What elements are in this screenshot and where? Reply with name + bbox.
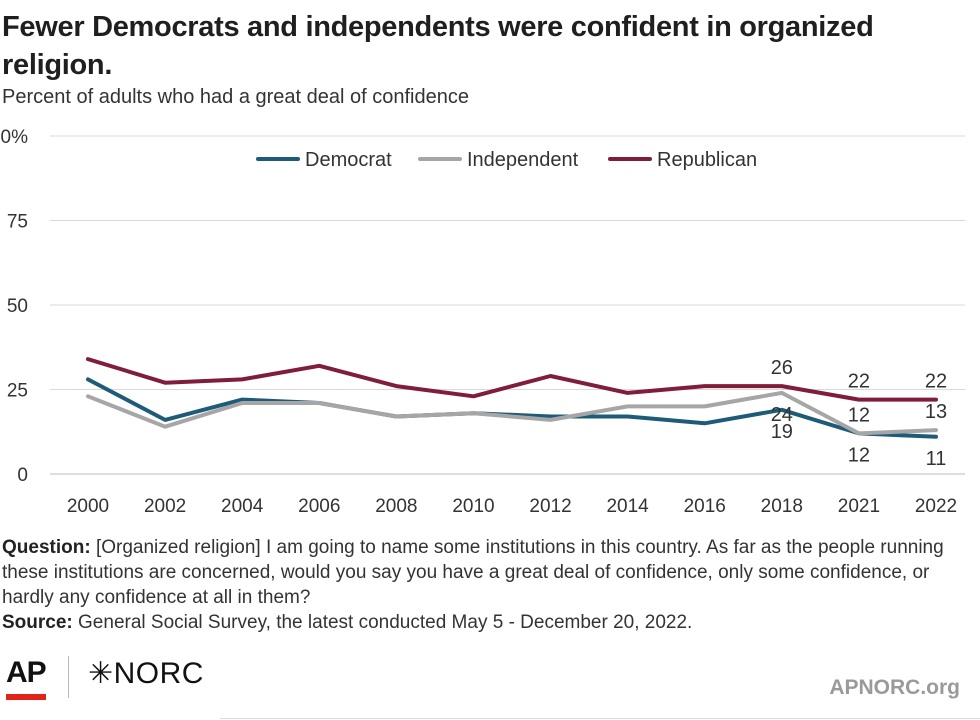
legend-label-democrat: Democrat <box>305 149 392 171</box>
chart-subtitle: Percent of adults who had a great deal o… <box>2 86 469 108</box>
data-label: 11 <box>926 448 947 470</box>
site-link[interactable]: APNORC.org <box>829 676 960 699</box>
series-line-independent <box>86 390 938 436</box>
series-line-republican <box>86 357 938 402</box>
norc-logo: ✳NORC <box>88 657 204 690</box>
question-label: Question: <box>2 537 91 558</box>
source-text: General Social Survey, the latest conduc… <box>78 612 693 633</box>
data-label: 24 <box>771 404 793 426</box>
data-label: 19 <box>771 421 793 443</box>
chart-title: Fewer Democrats and independents were co… <box>2 11 874 81</box>
footer-divider <box>220 718 980 719</box>
data-label: 13 <box>925 401 947 423</box>
question-text: [Organized religion] I am going to name … <box>2 537 944 608</box>
chart-notes: Question: [Organized religion] I am goin… <box>2 535 977 635</box>
y-tick-label: 25 <box>7 381 28 402</box>
data-label: 26 <box>771 357 793 379</box>
ap-logo-bar <box>6 694 46 700</box>
x-tick-label: 2006 <box>298 496 340 517</box>
legend-label-republican: Republican <box>657 149 757 171</box>
y-tick-label: 0 <box>17 465 28 486</box>
x-tick-label: 2000 <box>67 496 109 517</box>
y-tick-label: 50 <box>7 296 28 317</box>
data-label: 22 <box>925 371 947 393</box>
x-tick-label: 2021 <box>838 496 880 517</box>
source-label: Source: <box>2 612 73 633</box>
legend-label-independent: Independent <box>467 149 579 171</box>
y-tick-label: 100% <box>0 127 28 148</box>
x-tick-label: 2014 <box>606 496 649 517</box>
x-tick-label: 2010 <box>452 496 494 517</box>
x-tick-label: 2022 <box>915 496 957 517</box>
x-tick-label: 2008 <box>375 496 417 517</box>
line-chart: 0 25 50 75 100% 2000 2002 2004 2006 2008 2010 2012 2… <box>0 127 965 517</box>
x-tick-label: 2004 <box>221 496 264 517</box>
x-tick-label: 2002 <box>144 496 186 517</box>
x-tick-label: 2018 <box>761 496 803 517</box>
data-label: 12 <box>848 444 870 466</box>
data-label: 12 <box>848 404 870 426</box>
data-label: 22 <box>848 371 870 393</box>
x-tick-label: 2016 <box>684 496 726 517</box>
ap-logo: AP <box>6 656 47 689</box>
y-tick-label: 75 <box>7 212 28 233</box>
x-tick-label: 2012 <box>529 496 571 517</box>
logo-divider <box>68 656 69 698</box>
